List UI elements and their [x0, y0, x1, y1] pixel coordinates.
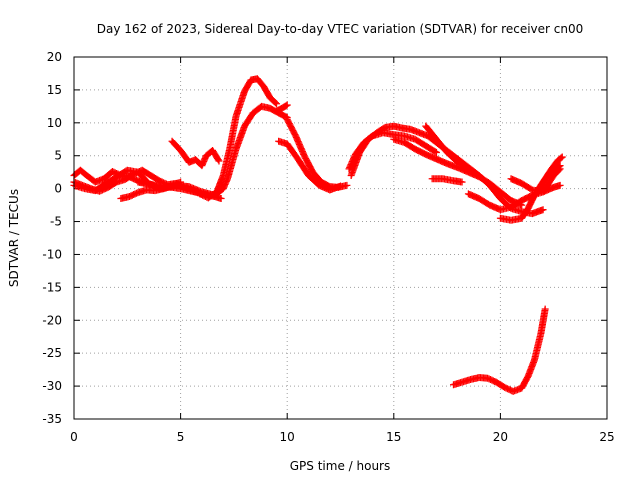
series-track-e — [134, 102, 291, 199]
y-axis-label: SDTVAR / TECUs — [7, 189, 21, 287]
series-track-r — [528, 153, 566, 203]
y-tick-label: -25 — [42, 346, 62, 360]
y-tick-label: 20 — [47, 50, 62, 64]
data-point — [337, 182, 344, 190]
data-point — [215, 157, 223, 165]
chart-title: Day 162 of 2023, Sidereal Day-to-day VTE… — [97, 22, 584, 36]
series-track-t — [449, 305, 549, 395]
y-tick-label: 15 — [47, 83, 62, 97]
y-tick-label: 10 — [47, 116, 62, 130]
y-tick-label: 0 — [54, 182, 62, 196]
data-point — [431, 148, 439, 156]
series-track-h — [168, 137, 223, 170]
data-markers — [70, 75, 566, 395]
data-point — [282, 102, 290, 110]
data-point — [556, 181, 564, 189]
data-point — [458, 178, 466, 186]
x-axis-label: GPS time / hours — [290, 459, 391, 473]
data-point — [558, 153, 566, 161]
x-tick-label: 20 — [493, 430, 508, 444]
plot-frame — [73, 56, 608, 420]
data-point — [555, 166, 563, 174]
x-tick-label: 15 — [386, 430, 401, 444]
data-point — [541, 305, 549, 313]
data-point — [271, 99, 279, 107]
x-tick-labels: 0 5 10 15 20 25 — [70, 430, 614, 444]
y-tick-label: 5 — [54, 149, 62, 163]
data-point — [343, 181, 351, 189]
series-track-s — [507, 165, 564, 196]
y-tick-label: -30 — [42, 379, 62, 393]
data-point — [432, 148, 440, 156]
x-tick-label: 5 — [177, 430, 185, 444]
y-tick-label: -20 — [42, 313, 62, 327]
series-track-g — [273, 101, 291, 115]
data-point — [273, 100, 281, 108]
data-point — [214, 156, 222, 164]
x-tick-label: 10 — [280, 430, 295, 444]
series-track-j — [275, 137, 344, 194]
y-tick-label: -35 — [42, 412, 62, 426]
data-point — [556, 165, 564, 173]
y-tick-label: -5 — [50, 215, 62, 229]
grid-lines — [73, 56, 608, 420]
x-tick-label: 25 — [599, 430, 614, 444]
data-point — [557, 154, 565, 162]
data-point — [539, 206, 547, 214]
series-track-m — [390, 135, 526, 209]
data-point — [217, 195, 225, 203]
series-track-o — [428, 175, 466, 186]
y-tick-label: -10 — [42, 247, 62, 261]
y-tick-label: -15 — [42, 280, 62, 294]
data-point — [283, 101, 291, 109]
y-tick-labels: 20 15 10 5 0 -5 -10 -15 -20 -25 -30 -35 — [42, 50, 62, 426]
series-track-f — [196, 75, 281, 202]
x-tick-label: 0 — [70, 430, 78, 444]
